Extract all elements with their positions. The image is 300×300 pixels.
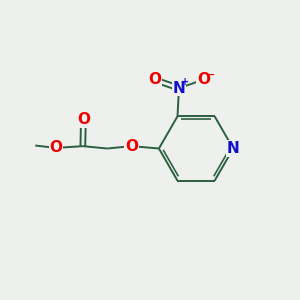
Text: O: O (77, 112, 90, 127)
Text: N: N (227, 141, 240, 156)
Text: +: + (181, 76, 189, 87)
Text: O: O (125, 139, 138, 154)
Text: −: − (206, 69, 215, 80)
Text: N: N (172, 81, 185, 96)
Text: O: O (197, 72, 210, 87)
Text: O: O (148, 72, 161, 87)
Text: O: O (50, 140, 63, 155)
